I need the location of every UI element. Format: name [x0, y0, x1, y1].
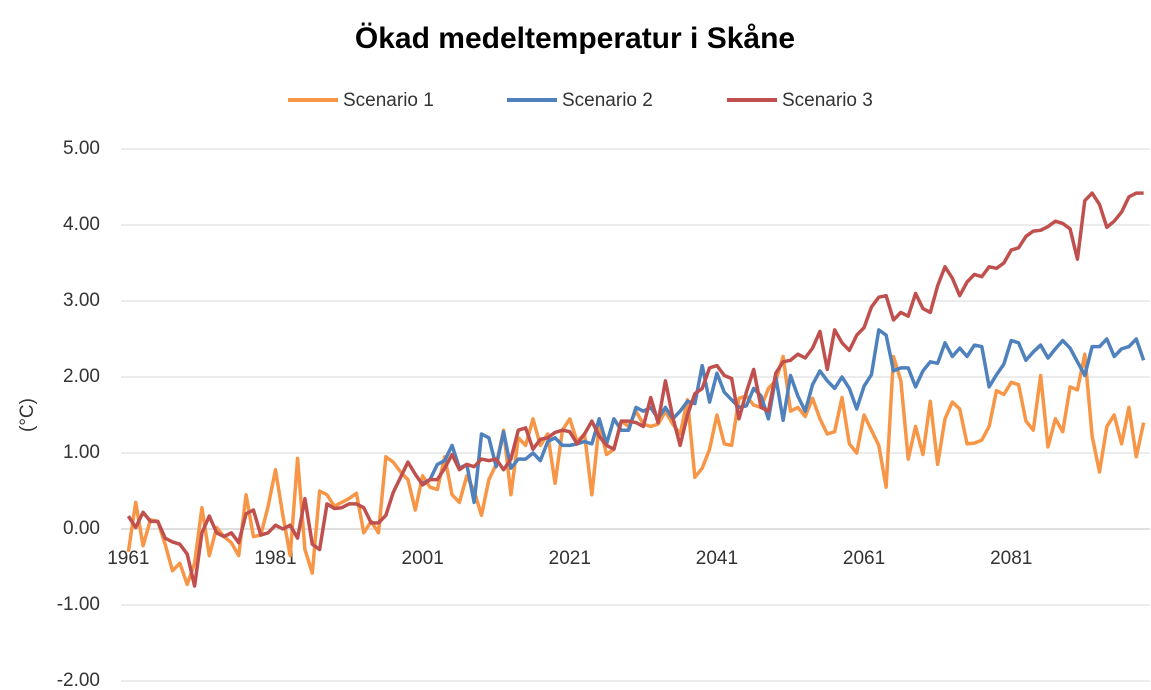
x-tick-label: 2081: [990, 548, 1032, 569]
y-tick-label: 3.00: [63, 290, 100, 311]
x-tick-label: 2001: [402, 548, 444, 569]
series-line: [126, 191, 1144, 588]
x-tick-label: 1981: [254, 548, 296, 569]
x-tick-label: 2061: [843, 548, 885, 569]
y-axis-label: (°C): [17, 398, 38, 432]
x-tick-label: 2021: [549, 548, 591, 569]
y-tick-label: 4.00: [63, 214, 100, 235]
legend-label: Scenario 1: [343, 90, 434, 111]
y-tick-label: -2.00: [57, 670, 100, 690]
x-tick-label: 1961: [107, 548, 149, 569]
y-tick-label: 5.00: [63, 138, 100, 159]
y-tick-label: -1.00: [57, 594, 100, 615]
y-tick-label: 2.00: [63, 366, 100, 387]
y-tick-label: 0.00: [63, 518, 100, 539]
series-line: [421, 328, 1146, 505]
legend-label: Scenario 2: [562, 90, 653, 111]
y-tick-label: 1.00: [63, 442, 100, 463]
chart-title: Ökad medeltemperatur i Skåne: [355, 22, 795, 55]
x-tick-label: 2041: [696, 548, 738, 569]
legend-label: Scenario 3: [782, 90, 873, 111]
